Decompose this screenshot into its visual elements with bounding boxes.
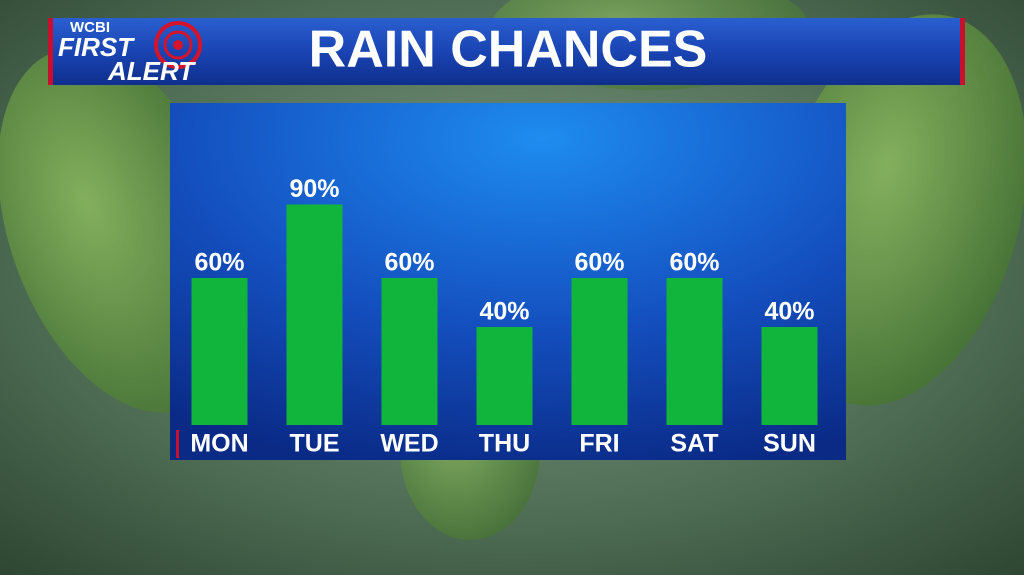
bar [761,327,818,425]
banner-edge [960,18,965,85]
x-tick-label: SUN [763,430,816,458]
chart-title: RAIN CHANCES [309,21,708,79]
x-tick-label: TUE [290,430,340,458]
x-tick-label: THU [479,430,530,458]
logo-line2: ALERT [107,56,196,86]
value-label: 60% [669,249,719,277]
bar [666,278,723,425]
bar [191,278,248,425]
bar [476,327,533,425]
x-tick-label: MON [190,430,248,458]
bar [571,278,628,425]
bar [381,278,438,425]
x-tick-label: SAT [670,430,718,458]
value-label: 60% [384,249,434,277]
logo-ring [154,21,202,69]
logo-line1: FIRST [58,32,135,62]
value-label: 60% [574,249,624,277]
logo-station: WCBI [70,19,110,36]
logo: WCBI FIRST ALERT [58,19,202,86]
logo-ring [173,40,183,50]
logo-ring [163,30,193,60]
value-label: 40% [764,298,814,326]
bar [286,204,343,425]
x-tick-label: WED [380,430,438,458]
value-label: 60% [194,249,244,277]
value-label: 90% [289,175,339,203]
value-label: 40% [479,298,529,326]
x-tick-label: FRI [579,430,619,458]
panel-accent [176,430,179,458]
banner-edge [48,18,53,85]
